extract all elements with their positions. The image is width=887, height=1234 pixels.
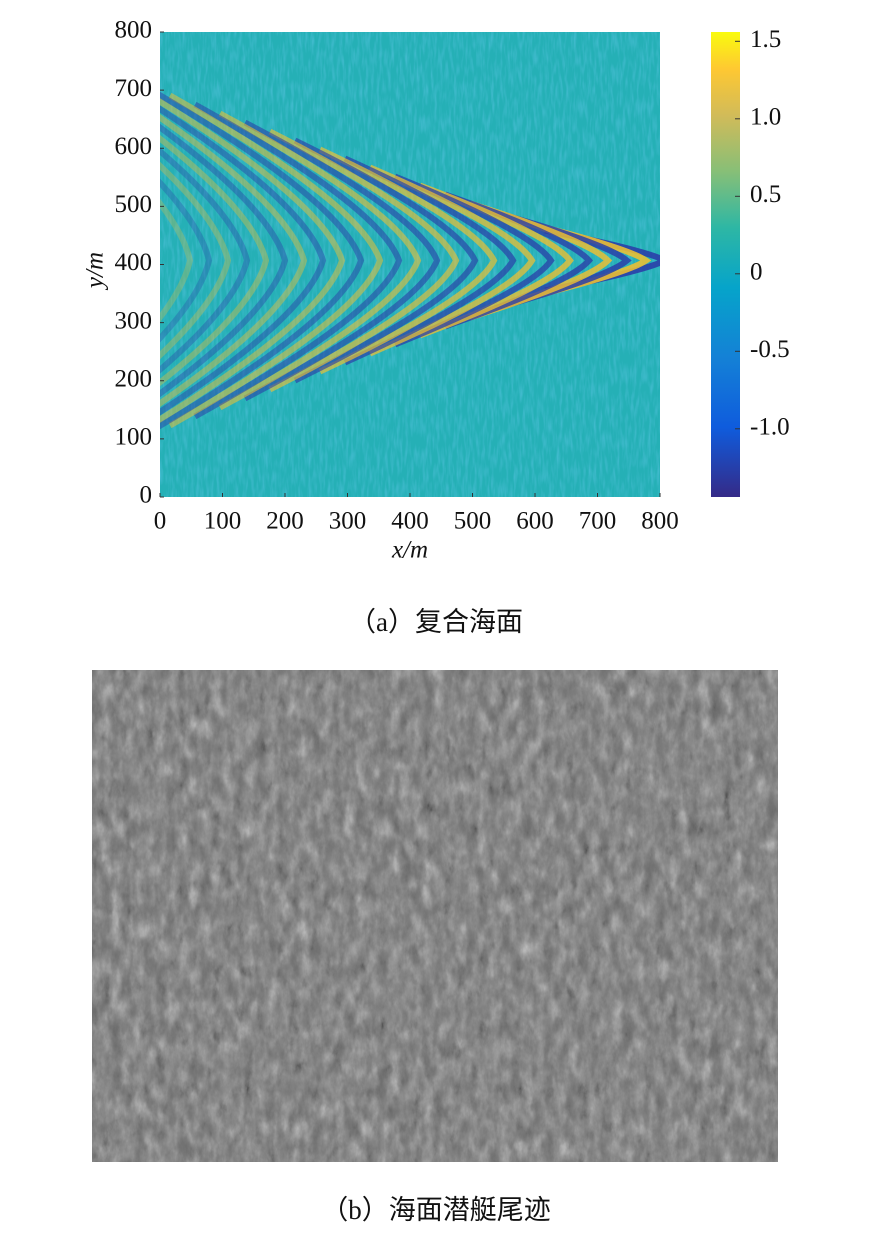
caption: （a）复合海面 xyxy=(349,607,523,637)
y-tick-label: 400 xyxy=(115,249,153,276)
wake-crest xyxy=(160,123,289,398)
y-tick-label: 600 xyxy=(115,133,153,160)
wake-crest xyxy=(393,173,555,348)
x-tick-label: 300 xyxy=(329,508,367,535)
x-tick-label: 0 xyxy=(154,508,167,535)
x-axis-label: x/m xyxy=(391,537,428,564)
y-tick-label: 200 xyxy=(115,365,153,392)
wake-crest xyxy=(160,134,270,387)
colorbar-tick-label: 1.5 xyxy=(750,26,781,53)
y-tick-label: 100 xyxy=(115,424,153,451)
colorbar-tick-label: 1.0 xyxy=(750,104,781,131)
y-tick-label: 700 xyxy=(115,75,153,102)
wake-crest xyxy=(469,200,613,321)
colorbar-tick-label: 0 xyxy=(750,259,763,286)
wake-crest xyxy=(268,128,460,393)
wake-crest xyxy=(218,110,422,411)
x-tick-label: 500 xyxy=(454,508,492,535)
heatmap-field xyxy=(160,32,660,497)
wake-crest xyxy=(293,137,479,384)
y-tick-label: 0 xyxy=(140,482,153,509)
wake-crest xyxy=(343,155,517,366)
caption: （b）海面潜艇尾迹 xyxy=(321,1195,551,1225)
x-tick-label: 100 xyxy=(204,508,242,535)
wake-crest xyxy=(318,146,498,375)
wake-crest xyxy=(160,105,327,416)
wake-crest xyxy=(160,91,365,430)
y-tick-label: 800 xyxy=(115,17,153,44)
colorbar xyxy=(711,32,740,497)
wake-crest xyxy=(368,164,536,357)
wake-crest xyxy=(160,98,346,423)
wake-crest xyxy=(444,191,593,330)
wake-crest xyxy=(160,147,251,374)
x-tick-label: 400 xyxy=(391,508,429,535)
photo xyxy=(92,670,778,1162)
wake-crest xyxy=(243,119,441,402)
colorbar-tick-label: -1.0 xyxy=(750,414,790,441)
wake-crest xyxy=(168,92,384,429)
wake-crest xyxy=(160,198,194,323)
x-tick-label: 200 xyxy=(266,508,304,535)
wake-crest xyxy=(160,161,232,360)
y-axis-label: y/m xyxy=(82,252,109,291)
x-tick-label: 600 xyxy=(516,508,554,535)
wake-crest xyxy=(160,178,213,343)
colorbar-tick-label: 0.5 xyxy=(750,181,781,208)
wake-crest xyxy=(418,182,574,339)
wake-crest xyxy=(160,114,308,407)
y-tick-label: 500 xyxy=(115,191,153,218)
y-tick-label: 300 xyxy=(115,307,153,334)
wake-crest xyxy=(193,101,403,420)
x-tick-label: 700 xyxy=(579,508,617,535)
x-tick-label: 800 xyxy=(641,508,679,535)
colorbar-tick-label: -0.5 xyxy=(750,336,790,363)
